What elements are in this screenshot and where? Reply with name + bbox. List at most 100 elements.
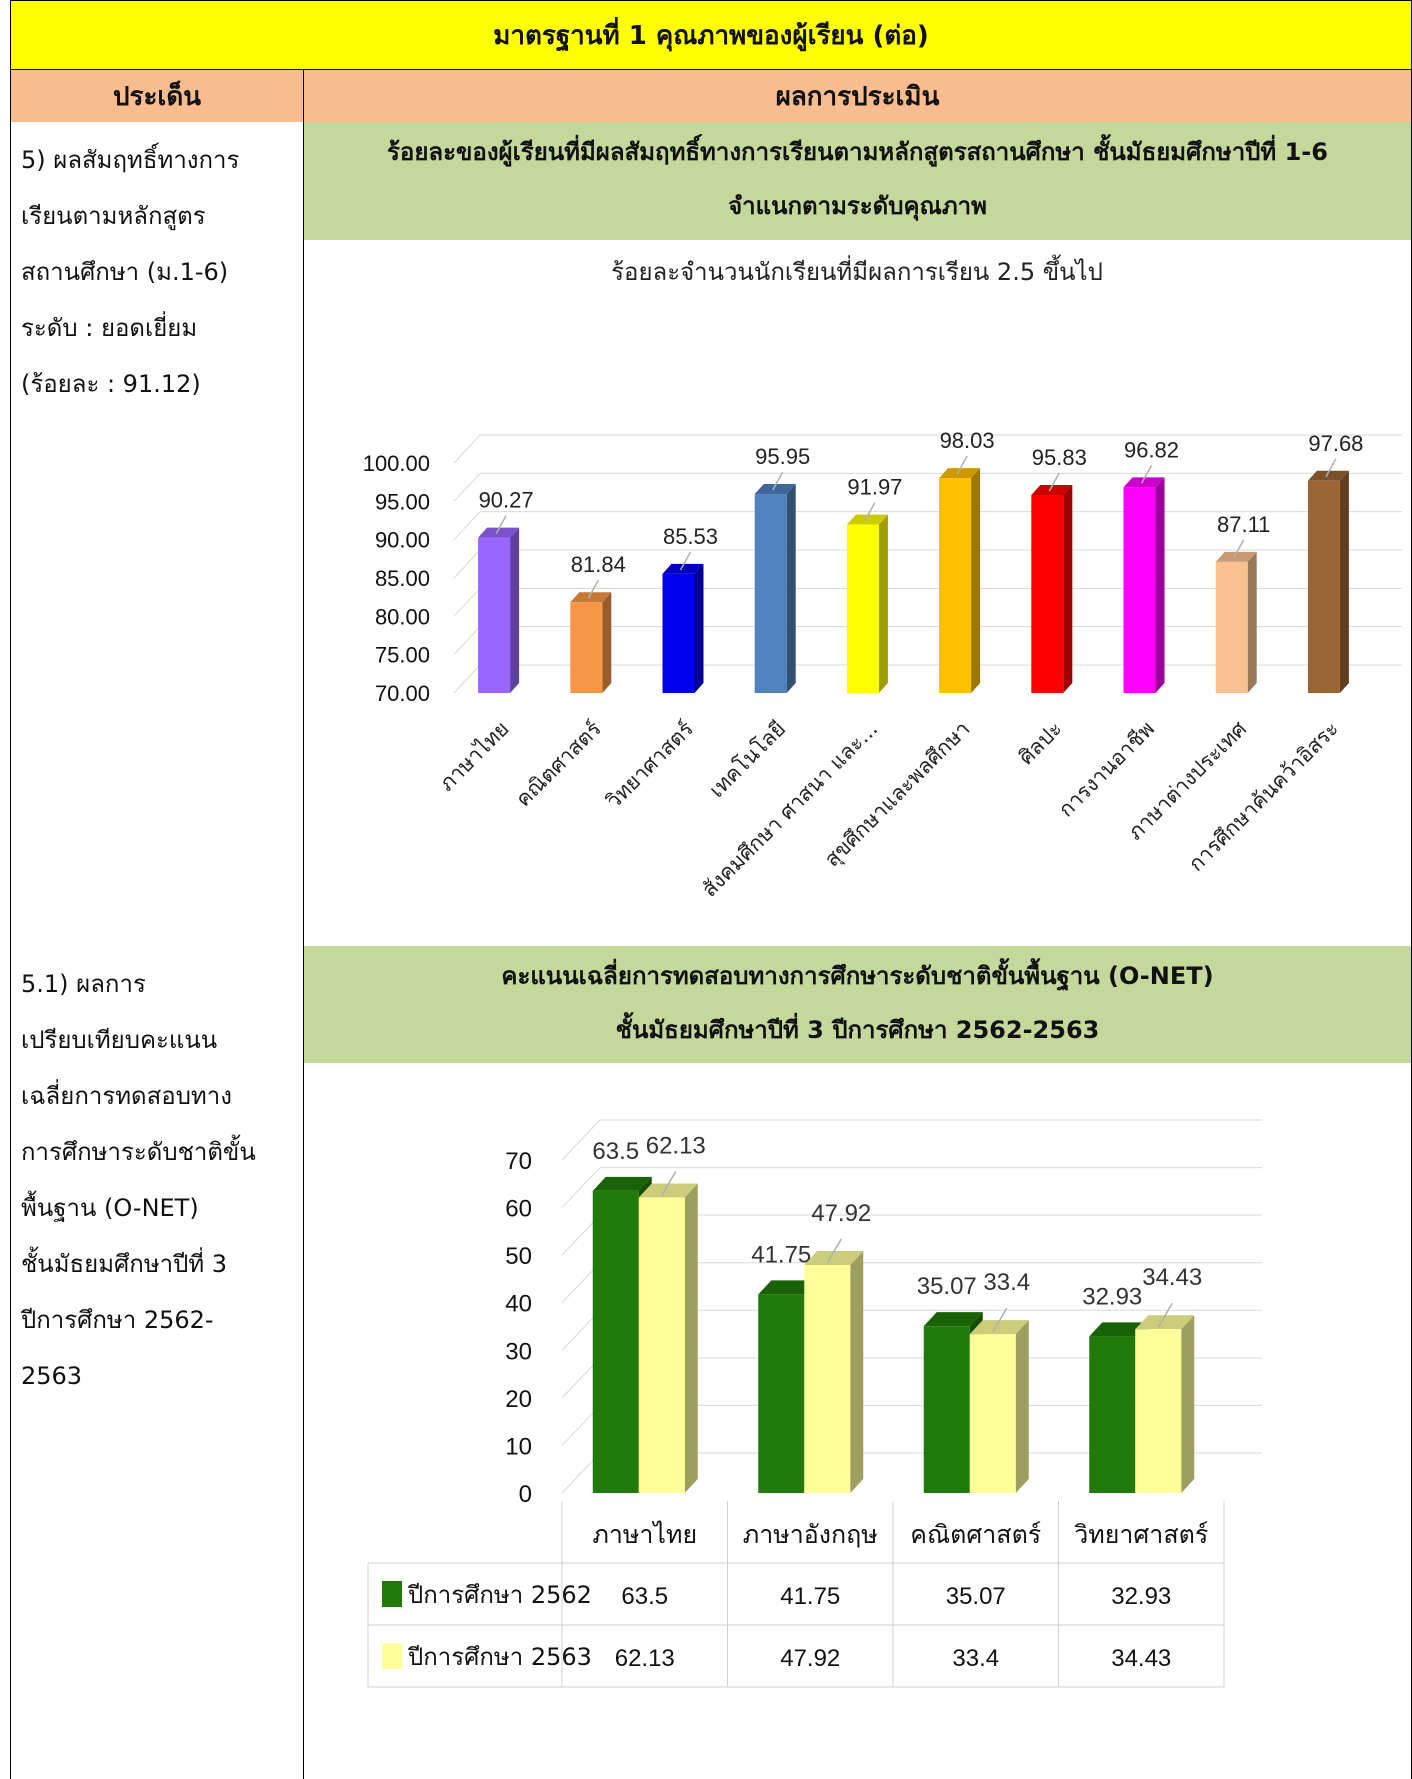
data-label: 34.43 <box>1142 1264 1202 1291</box>
bar-s1-2-top <box>969 1320 1029 1335</box>
x-tick-label: ภาษาอังกฤษ <box>743 1520 878 1549</box>
y-tick-label: 30 <box>505 1338 532 1365</box>
bar-s0-1-top <box>758 1280 818 1295</box>
table-cell: 33.4 <box>952 1645 999 1672</box>
column-header-issue: ประเด็น <box>10 69 304 123</box>
x-tick-label: สังคมศึกษา ศาสนา และ... <box>697 717 882 902</box>
leader-line <box>826 1238 842 1264</box>
bar-3-front <box>754 494 787 693</box>
bar-s1-0 <box>638 1183 698 1493</box>
data-label: 32.93 <box>1082 1283 1142 1310</box>
leader-line <box>1048 472 1060 492</box>
leader-line <box>864 502 876 521</box>
y-tick-label: 70 <box>505 1148 532 1175</box>
bar-s1-3 <box>1135 1315 1195 1493</box>
data-label: 62.13 <box>646 1132 706 1159</box>
data-label: 95.83 <box>1032 445 1087 470</box>
data-label: 87.11 <box>1217 512 1270 537</box>
band-line: ชั้นมัธยมศึกษาปีที่ 3 ปีการศึกษา 2562-25… <box>615 1016 1100 1044</box>
legend-swatch <box>382 1581 402 1607</box>
x-tick-label: วิทยาศาสตร์ <box>601 717 698 814</box>
leader-line <box>956 455 968 475</box>
x-tick-label: คณิตศาสตร์ <box>511 717 606 812</box>
data-label: 81.84 <box>571 552 626 577</box>
grid-diagonal <box>453 472 481 502</box>
bar-2-top <box>662 563 704 574</box>
bar-5-top <box>939 468 981 479</box>
chart-title: ร้อยละจำนวนนักเรียนที่มีผลการเรียน 2.5 ข… <box>611 254 1103 286</box>
bar-1 <box>570 592 612 693</box>
issue-line: 5.1) ผลการ <box>21 970 146 998</box>
table-cell: 47.92 <box>780 1645 840 1672</box>
bar-8-front <box>1215 561 1248 693</box>
bar-4-front <box>846 524 879 693</box>
bar-8 <box>1215 551 1257 693</box>
section1-issue-cell: 5) ผลสัมฤทธิ์ทางการ เรียนตามหลักสูตร สถา… <box>10 122 304 947</box>
section2-result-cell: คะแนนเฉลี่ยการทดสอบทางการศึกษาระดับชาติข… <box>303 946 1412 1779</box>
issue-line: การศึกษาระดับชาติขั้น <box>21 1138 256 1166</box>
y-tick-label: 60 <box>505 1196 532 1223</box>
bar-s0-3-top <box>1089 1322 1149 1337</box>
y-tick-label: 70.00 <box>375 681 430 706</box>
issue-line: สถานศึกษา (ม.1-6) <box>21 258 229 286</box>
x-tick-label: ภาษาไทย <box>592 1520 697 1549</box>
data-label: 35.07 <box>917 1273 977 1300</box>
bar-2-side <box>694 563 704 693</box>
y-tick-label: 20 <box>505 1386 532 1413</box>
issue-line: เปรียบเทียบคะแนน <box>21 1026 218 1054</box>
grid-diagonal <box>453 626 481 656</box>
data-label: 47.92 <box>811 1200 871 1227</box>
bar-2-front <box>662 573 695 693</box>
issue-line: 5) ผลสัมฤทธิ์ทางการ <box>21 146 240 174</box>
y-tick-label: 80.00 <box>375 604 430 629</box>
bar-9-top <box>1307 470 1349 481</box>
leader-line <box>772 471 784 491</box>
bar-s0-0-front <box>592 1190 639 1493</box>
grid-diagonal <box>453 549 481 579</box>
bar-0-side <box>510 527 520 693</box>
x-tick-label: การศึกษาค้นคว้าอิสระ <box>1184 717 1343 876</box>
issue-line: เรียนตามหลักสูตร <box>21 202 206 230</box>
issue-line: พื้นฐาน (O-NET) <box>21 1194 199 1222</box>
bar-7-top <box>1123 477 1165 488</box>
bar-0 <box>478 527 520 693</box>
grid-diagonal <box>561 1167 601 1208</box>
page-title: มาตรฐานที่ 1 คุณภาพของผู้เรียน (ต่อ) <box>10 0 1412 70</box>
bar-9-side <box>1339 470 1349 693</box>
column-header-result: ผลการประเมิน <box>303 69 1412 123</box>
bar-s0-1-front <box>758 1294 805 1493</box>
bar-5-side <box>971 468 981 693</box>
bar-s1-2-front <box>969 1334 1016 1493</box>
bar-5 <box>939 468 981 693</box>
bar-s1-1 <box>804 1251 864 1493</box>
bar-4 <box>846 514 888 693</box>
y-tick-label: 100.00 <box>363 451 430 476</box>
data-label: 96.82 <box>1124 437 1179 462</box>
x-tick-label: ภาษาไทย <box>434 717 513 796</box>
bar-s1-0-top <box>638 1183 698 1198</box>
section1-result-cell: ร้อยละของผู้เรียนที่มีผลสัมฤทธิ์ทางการเร… <box>303 122 1412 947</box>
bar-s1-3-front <box>1135 1329 1182 1493</box>
y-tick-label: 85.00 <box>375 566 430 591</box>
bar-3 <box>754 484 796 693</box>
bar-7-front <box>1123 487 1156 693</box>
bar-3-side <box>786 484 796 693</box>
issue-line: ระดับ : ยอดเยี่ยม <box>21 314 198 342</box>
y-tick-label: 75.00 <box>375 643 430 668</box>
x-tick-label: เทคโนโลยี <box>705 717 791 803</box>
grid-diagonal <box>453 587 481 617</box>
bar-s0-2-front <box>923 1326 970 1493</box>
leader-line <box>1140 465 1153 484</box>
bar-6 <box>1031 484 1073 693</box>
section2-issue-text: 5.1) ผลการ เปรียบเทียบคะแนน เฉลี่ยการทดส… <box>11 946 303 1414</box>
bar-s1-2 <box>969 1320 1029 1493</box>
bar-7-side <box>1155 477 1165 693</box>
bar-s0-3-front <box>1089 1336 1136 1493</box>
band-line: จำแนกตามระดับคุณภาพ <box>728 192 987 220</box>
data-label: 95.95 <box>755 444 810 469</box>
table-cell: 41.75 <box>780 1583 840 1610</box>
data-label: 41.75 <box>751 1241 811 1268</box>
y-tick-label: 90.00 <box>375 528 430 553</box>
grid-diagonal <box>561 1119 601 1161</box>
